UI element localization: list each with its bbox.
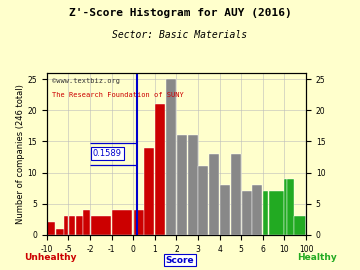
Bar	[177, 135, 187, 235]
Bar	[231, 154, 241, 235]
Y-axis label: Number of companies (246 total): Number of companies (246 total)	[16, 84, 25, 224]
Bar	[209, 154, 219, 235]
Bar	[263, 191, 268, 235]
Bar	[112, 210, 132, 235]
Bar	[284, 179, 287, 235]
Bar	[83, 210, 90, 235]
Text: The Research Foundation of SUNY: The Research Foundation of SUNY	[52, 92, 184, 98]
Bar	[242, 191, 252, 235]
Bar	[166, 79, 176, 235]
Bar	[269, 191, 284, 235]
Bar	[198, 166, 208, 235]
Bar	[287, 179, 294, 235]
Bar	[252, 185, 262, 235]
Bar	[188, 135, 198, 235]
Bar	[134, 210, 144, 235]
Text: Unhealthy: Unhealthy	[24, 253, 77, 262]
Bar	[76, 216, 82, 235]
Bar	[220, 185, 230, 235]
Bar	[47, 222, 55, 235]
Bar	[155, 104, 165, 235]
Text: Sector: Basic Materials: Sector: Basic Materials	[112, 30, 248, 40]
Bar	[144, 148, 154, 235]
Text: 0.1589: 0.1589	[93, 149, 122, 158]
Text: ©www.textbiz.org: ©www.textbiz.org	[52, 78, 120, 84]
Bar	[69, 216, 75, 235]
Bar	[294, 216, 306, 235]
Bar	[56, 229, 64, 235]
Bar	[91, 216, 111, 235]
Text: Score: Score	[166, 256, 194, 265]
Text: Z'-Score Histogram for AUY (2016): Z'-Score Histogram for AUY (2016)	[69, 8, 291, 18]
Text: Healthy: Healthy	[297, 253, 337, 262]
Bar	[64, 216, 68, 235]
